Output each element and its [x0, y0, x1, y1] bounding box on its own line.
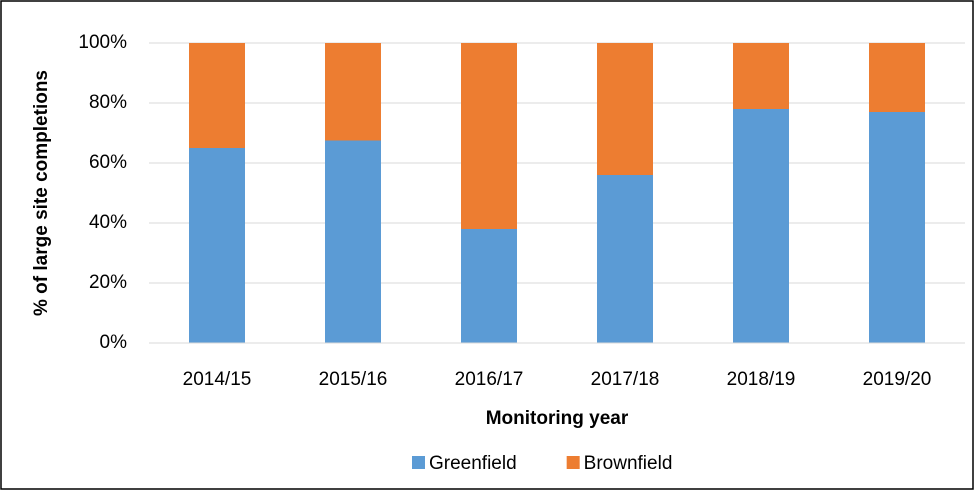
bar-segment — [461, 229, 517, 343]
y-tick-label: 80% — [89, 92, 127, 113]
legend-swatch — [566, 456, 580, 469]
bar-segment — [189, 148, 245, 343]
bar-segment — [325, 140, 381, 343]
y-tick-label: 20% — [89, 272, 127, 293]
y-tick-label: 100% — [78, 32, 127, 53]
bar-segment — [869, 43, 925, 112]
y-tick-label: 0% — [100, 332, 128, 353]
x-tick-label: 2015/16 — [319, 369, 388, 390]
bar-segment — [461, 43, 517, 229]
x-tick-label: 2019/20 — [863, 369, 932, 390]
legend-label: Greenfield — [429, 453, 517, 474]
x-tick-label: 2018/19 — [727, 369, 796, 390]
bar-segment — [733, 43, 789, 109]
y-tick-label: 60% — [89, 152, 127, 173]
bar-segment — [325, 43, 381, 141]
bar-segment — [869, 112, 925, 343]
x-tick-label: 2016/17 — [455, 369, 524, 390]
y-tick-label: 40% — [89, 212, 127, 233]
bar-segment — [733, 109, 789, 343]
x-axis-title: Monitoring year — [486, 408, 629, 429]
legend-swatch — [412, 456, 425, 469]
bar-segment — [597, 43, 653, 175]
bar-segment — [189, 43, 245, 148]
x-tick-label: 2017/18 — [591, 369, 660, 390]
legend-label: Brownfield — [584, 453, 673, 474]
bar-segment — [597, 175, 653, 343]
y-axis-title: % of large site completions — [31, 70, 52, 316]
x-tick-label: 2014/15 — [183, 369, 252, 390]
